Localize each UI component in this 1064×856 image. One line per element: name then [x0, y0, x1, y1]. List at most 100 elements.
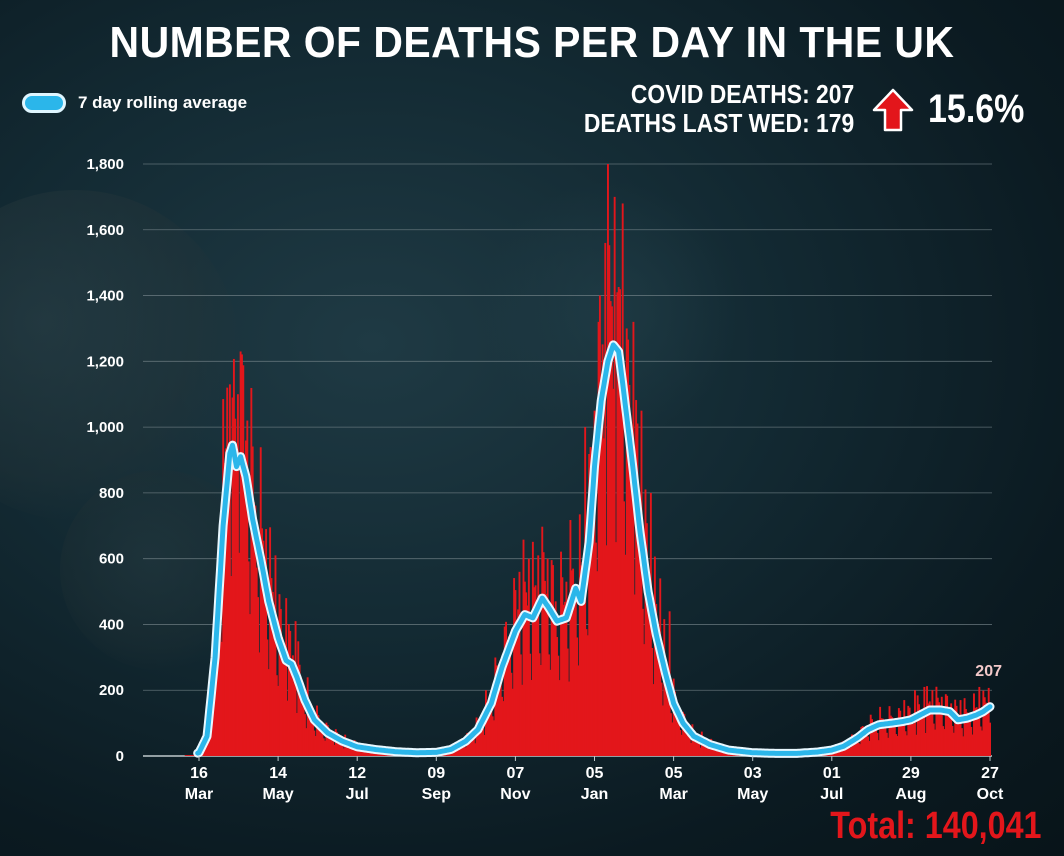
daily-death-bar — [553, 611, 556, 756]
daily-death-bar — [341, 744, 344, 756]
daily-death-bar — [242, 365, 245, 756]
daily-death-bar — [326, 725, 329, 756]
daily-death-bar — [243, 461, 246, 756]
daily-death-bar — [513, 578, 516, 756]
daily-death-bar — [297, 641, 300, 756]
daily-death-bar — [940, 696, 943, 756]
daily-death-bar — [680, 734, 683, 756]
daily-death-bar — [911, 714, 914, 756]
daily-death-bar — [647, 582, 650, 756]
daily-death-bar — [350, 747, 353, 756]
daily-death-bar — [616, 292, 619, 756]
daily-death-bar — [545, 593, 548, 756]
daily-death-bar — [707, 747, 710, 756]
daily-death-bar — [220, 641, 223, 756]
daily-death-bar — [926, 686, 928, 756]
daily-death-bar — [838, 749, 841, 756]
daily-death-bar — [546, 558, 549, 756]
daily-death-bar — [572, 568, 575, 756]
chart-title: NUMBER OF DEATHS PER DAY IN THE UK — [109, 18, 955, 67]
daily-death-bar — [503, 626, 506, 756]
daily-death-bar — [924, 732, 927, 756]
daily-death-bar — [879, 706, 882, 756]
daily-death-bar — [236, 394, 239, 756]
daily-death-bar — [919, 709, 922, 756]
daily-death-bar — [224, 448, 227, 756]
daily-death-bar — [459, 743, 462, 756]
daily-death-bar — [478, 722, 481, 756]
daily-death-bar — [960, 728, 963, 756]
x-tick-day: 29 — [902, 765, 920, 782]
daily-death-bar — [515, 619, 518, 756]
daily-death-bar — [345, 739, 348, 756]
daily-death-bar — [308, 700, 310, 756]
daily-death-bar — [963, 698, 966, 756]
daily-death-bar — [956, 717, 959, 756]
daily-death-bar — [936, 697, 939, 756]
daily-death-bar — [318, 719, 321, 756]
daily-death-bar — [613, 196, 616, 756]
daily-death-bar — [621, 203, 624, 756]
daily-death-bar — [608, 245, 611, 756]
daily-death-bar — [624, 554, 627, 756]
daily-death-bar — [517, 609, 520, 756]
daily-death-bar — [859, 744, 861, 756]
daily-death-bar — [239, 351, 242, 756]
daily-death-bar — [644, 489, 647, 756]
daily-death-bar — [690, 742, 693, 756]
x-tick-month: Jul — [346, 786, 369, 803]
daily-death-bar — [476, 722, 479, 756]
daily-death-bar — [631, 469, 634, 756]
daily-death-bar — [964, 709, 967, 756]
daily-death-bar — [290, 661, 293, 756]
daily-death-bar — [967, 714, 970, 756]
daily-death-bar — [970, 726, 973, 756]
daily-death-bar — [317, 715, 320, 756]
daily-death-bar — [501, 696, 503, 756]
daily-death-bar — [683, 713, 686, 756]
daily-death-bar — [893, 723, 896, 756]
daily-death-bar — [289, 630, 292, 756]
daily-death-bar — [938, 702, 941, 756]
daily-death-bar — [534, 585, 537, 756]
daily-death-bar — [857, 742, 860, 756]
daily-death-bar — [704, 741, 707, 756]
daily-death-bar — [871, 719, 874, 756]
daily-death-bar — [266, 639, 269, 756]
daily-death-bar — [900, 717, 903, 756]
daily-death-bar — [586, 635, 589, 756]
daily-death-bar — [883, 722, 886, 756]
daily-death-bar — [518, 571, 521, 756]
deaths-last-wed-stat: DEATHS LAST WED: 179 — [583, 108, 854, 138]
daily-death-bar — [935, 686, 938, 756]
daily-death-bar — [916, 695, 919, 756]
daily-death-bar — [287, 624, 290, 756]
daily-death-bar — [576, 637, 579, 756]
daily-death-bar — [601, 344, 604, 756]
daily-death-bar — [558, 680, 561, 756]
daily-death-bar — [664, 659, 667, 756]
daily-death-bar — [573, 584, 576, 756]
x-tick-day: 12 — [348, 765, 366, 782]
daily-death-bar — [487, 699, 490, 756]
daily-death-bar — [716, 749, 719, 756]
daily-death-bar — [688, 737, 691, 756]
daily-death-bar — [674, 691, 676, 756]
daily-death-bar — [861, 726, 864, 756]
daily-death-bar — [922, 718, 924, 756]
daily-death-bar — [684, 724, 687, 756]
x-tick-month: Nov — [500, 786, 530, 803]
daily-death-bar — [920, 709, 923, 756]
daily-death-bar — [943, 729, 946, 756]
daily-death-bar — [490, 705, 493, 756]
daily-death-bar — [329, 732, 332, 756]
daily-death-bar — [564, 601, 567, 756]
daily-death-bar — [556, 637, 558, 756]
daily-death-bar — [539, 665, 542, 756]
daily-death-bar — [281, 637, 284, 756]
daily-death-bar — [846, 744, 849, 756]
daily-death-bar — [629, 441, 632, 756]
daily-death-bar — [897, 708, 900, 756]
daily-death-bar — [231, 397, 234, 756]
